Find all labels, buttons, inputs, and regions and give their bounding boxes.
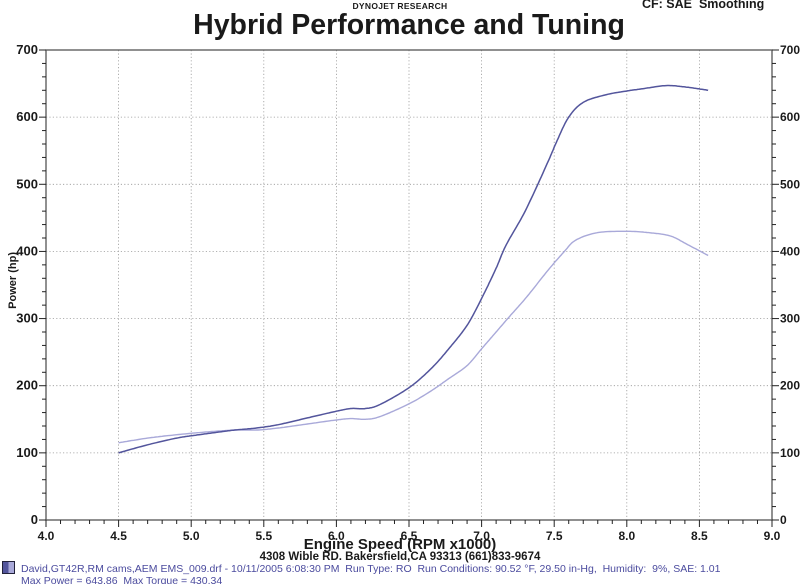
svg-text:700: 700 (16, 42, 38, 57)
svg-text:200: 200 (16, 378, 38, 393)
svg-text:700: 700 (780, 43, 800, 57)
svg-text:400: 400 (780, 244, 800, 258)
svg-text:600: 600 (780, 110, 800, 124)
svg-text:0: 0 (31, 512, 38, 527)
svg-text:400: 400 (16, 243, 38, 258)
svg-text:500: 500 (16, 176, 38, 191)
svg-text:200: 200 (780, 379, 800, 393)
svg-text:0: 0 (780, 513, 787, 527)
svg-text:100: 100 (780, 446, 800, 460)
svg-text:600: 600 (16, 109, 38, 124)
svg-text:500: 500 (780, 177, 800, 191)
svg-text:300: 300 (16, 311, 38, 326)
svg-text:300: 300 (780, 312, 800, 326)
svg-text:100: 100 (16, 445, 38, 460)
